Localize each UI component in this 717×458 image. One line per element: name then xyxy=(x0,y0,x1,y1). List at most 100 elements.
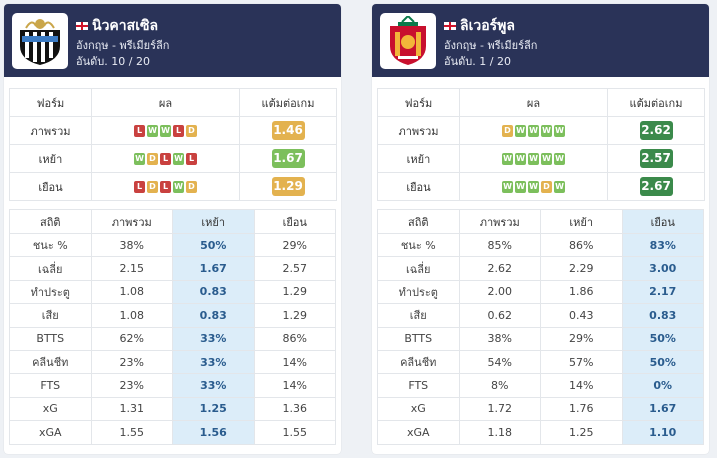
result-badge[interactable]: W xyxy=(173,181,184,193)
result-header: ผล xyxy=(91,88,240,117)
stat-home: 33% xyxy=(172,349,255,375)
result-badge[interactable]: W xyxy=(554,125,565,137)
stat-home: 33% xyxy=(172,373,255,398)
stat-overall: 8% xyxy=(458,373,541,398)
form-row-label: ภาพรวม xyxy=(9,116,92,145)
result-badge[interactable]: W xyxy=(528,181,539,193)
result-badge[interactable]: W xyxy=(502,153,513,165)
result-badge[interactable]: D xyxy=(186,125,197,137)
stat-away: 50% xyxy=(621,349,704,375)
result-badge[interactable]: L xyxy=(186,153,197,165)
away-header[interactable]: เยือน xyxy=(253,209,336,234)
result-badge[interactable]: D xyxy=(502,125,513,137)
stat-away: 1.29 xyxy=(253,279,336,305)
stat-overall: 62% xyxy=(90,326,173,351)
stat-away: 1.29 xyxy=(253,303,336,328)
stat-home: 29% xyxy=(540,326,623,351)
liverpool-crest-icon[interactable] xyxy=(380,13,436,69)
home-header[interactable]: เหย้า xyxy=(172,209,255,234)
ppg-value: 2.62 xyxy=(639,121,673,140)
result-badge[interactable]: W xyxy=(528,125,539,137)
ppg-header: แต้มต่อเกม xyxy=(607,88,705,117)
form-row: เยือน L D L W D 1.29 xyxy=(9,172,337,201)
stat-label: ชนะ % xyxy=(9,232,92,258)
result-badge[interactable]: W xyxy=(528,153,539,165)
stat-overall: 1.08 xyxy=(90,279,173,305)
ppg-value: 2.67 xyxy=(639,177,673,196)
stat-home: 2.29 xyxy=(540,256,623,281)
overall-header[interactable]: ภาพรวม xyxy=(458,209,541,234)
result-badge[interactable]: L xyxy=(134,181,145,193)
stat-home: 1.56 xyxy=(172,420,255,445)
stat-label: FTS xyxy=(377,373,460,398)
result-badge[interactable]: L xyxy=(160,181,171,193)
stat-home: 1.67 xyxy=(172,256,255,281)
result-badge[interactable]: W xyxy=(541,153,552,165)
result-badge[interactable]: W xyxy=(173,153,184,165)
stat-home: 1.25 xyxy=(540,420,623,445)
stat-label: xG xyxy=(377,396,460,422)
form-row-label: เยือน xyxy=(377,172,460,201)
stats-table: สถิติ ภาพรวม เหย้า เยือน ชนะ % 85% 86% 83% เ… xyxy=(377,209,704,445)
away-header[interactable]: เยือน xyxy=(621,209,704,234)
result-badge[interactable]: W xyxy=(554,153,565,165)
stat-overall: 1.18 xyxy=(458,420,541,445)
stat-home: 1.86 xyxy=(540,279,623,305)
form-row-label: เยือน xyxy=(9,172,92,201)
result-badge[interactable]: D xyxy=(147,181,158,193)
overall-header[interactable]: ภาพรวม xyxy=(90,209,173,234)
stat-header: สถิติ xyxy=(9,209,92,234)
result-badge[interactable]: L xyxy=(160,153,171,165)
result-badge[interactable]: D xyxy=(186,181,197,193)
stat-overall: 1.31 xyxy=(90,396,173,422)
stat-away: 1.10 xyxy=(621,420,704,445)
stat-home: 14% xyxy=(540,373,623,398)
result-badge[interactable]: W xyxy=(134,153,145,165)
result-badge[interactable]: L xyxy=(134,125,145,137)
ppg-cell: 2.57 xyxy=(607,144,705,173)
stat-overall: 23% xyxy=(90,373,173,398)
stat-overall: 2.00 xyxy=(458,279,541,305)
newcastle-crest-icon[interactable] xyxy=(12,13,68,69)
form-row-label: เหย้า xyxy=(377,144,460,173)
stat-away: 1.67 xyxy=(621,396,704,422)
result-badge[interactable]: W xyxy=(515,181,526,193)
result-badge[interactable]: W xyxy=(515,125,526,137)
stats-row: คลีนชีท 23% 33% 14% xyxy=(9,349,336,375)
team-name-label: ลิเวอร์พูล xyxy=(460,18,515,34)
team-name[interactable]: ลิเวอร์พูล xyxy=(444,15,515,37)
stats-row: ทำประตู 1.08 0.83 1.29 xyxy=(9,279,336,305)
result-badge[interactable]: L xyxy=(173,125,184,137)
rank-label: อันดับ. 10 / 20 xyxy=(76,55,150,68)
stat-label: xGA xyxy=(9,420,92,445)
england-flag-icon xyxy=(444,22,456,30)
result-badge[interactable]: D xyxy=(147,153,158,165)
team-name[interactable]: นิวคาสเซิล xyxy=(76,15,158,37)
stat-label: ชนะ % xyxy=(377,232,460,258)
stat-label: เสีย xyxy=(9,303,92,328)
result-badge[interactable]: W xyxy=(541,125,552,137)
result-badge[interactable]: W xyxy=(515,153,526,165)
stat-overall: 1.72 xyxy=(458,396,541,422)
stat-label: เฉลี่ย xyxy=(9,256,92,281)
stats-row: ชนะ % 38% 50% 29% xyxy=(9,232,336,258)
result-badge[interactable]: W xyxy=(554,181,565,193)
stat-label: เฉลี่ย xyxy=(377,256,460,281)
result-badge[interactable]: D xyxy=(541,181,552,193)
ppg-cell: 2.67 xyxy=(607,172,705,201)
stat-overall: 2.15 xyxy=(90,256,173,281)
result-badge[interactable]: W xyxy=(147,125,158,137)
stat-away: 2.57 xyxy=(253,256,336,281)
stat-away: 83% xyxy=(621,232,704,258)
stat-overall: 0.62 xyxy=(458,303,541,328)
ppg-cell: 1.46 xyxy=(239,116,337,145)
result-badge[interactable]: W xyxy=(160,125,171,137)
result-badge[interactable]: W xyxy=(502,181,513,193)
home-header[interactable]: เหย้า xyxy=(540,209,623,234)
team-card-newcastle: นิวคาสเซิล อังกฤษ - พรีเมียร์ลีก อันดับ.… xyxy=(4,4,341,454)
